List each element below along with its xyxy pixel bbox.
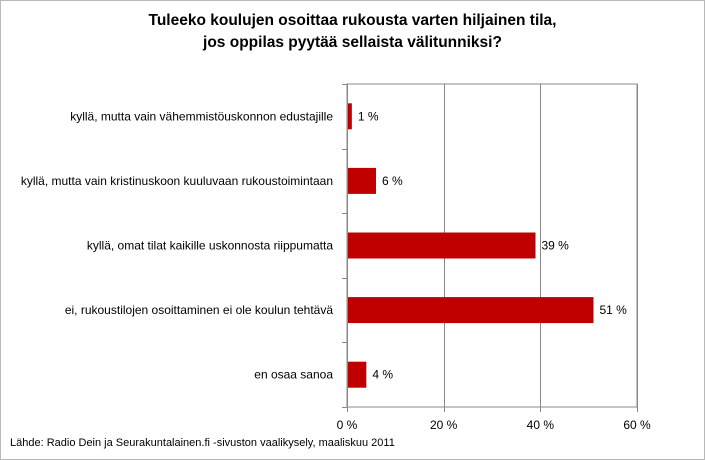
x-tick-label: 20 %: [430, 418, 458, 432]
bar: [348, 103, 352, 130]
category-label: kyllä, mutta vain kristinuskoon kuuluvaa…: [21, 174, 333, 188]
x-tick-label: 0 %: [337, 418, 358, 432]
x-tick-label: 40 %: [527, 418, 555, 432]
category-label: ei, rukoustilojen osoittaminen ei ole ko…: [65, 303, 333, 317]
bar-value-label: 1 %: [358, 109, 379, 123]
category-label: en osaa sanoa: [254, 368, 333, 382]
chart-title-line-1: Tuleeko koulujen osoittaa rukousta varte…: [148, 12, 557, 29]
source-note: Lähde: Radio Dein ja Seurakuntalainen.fi…: [10, 437, 395, 449]
category-label: kyllä, omat tilat kaikille uskonnosta ri…: [87, 239, 333, 253]
bar-value-label: 6 %: [382, 174, 403, 188]
chart-title: Tuleeko koulujen osoittaa rukousta varte…: [0, 10, 705, 54]
bar-value-label: 51 %: [600, 303, 628, 317]
bar-value-label: 39 %: [542, 239, 570, 253]
category-label: kyllä, mutta vain vähemmistöuskonnon edu…: [70, 109, 333, 123]
chart-title-line-2: jos oppilas pyytää sellaista välitunniks…: [203, 34, 502, 51]
x-tick-label: 60 %: [623, 418, 651, 432]
bar: [348, 361, 367, 388]
bar-value-label: 4 %: [372, 368, 393, 382]
bar: [348, 232, 536, 259]
bar: [348, 297, 594, 324]
bar: [348, 167, 376, 194]
